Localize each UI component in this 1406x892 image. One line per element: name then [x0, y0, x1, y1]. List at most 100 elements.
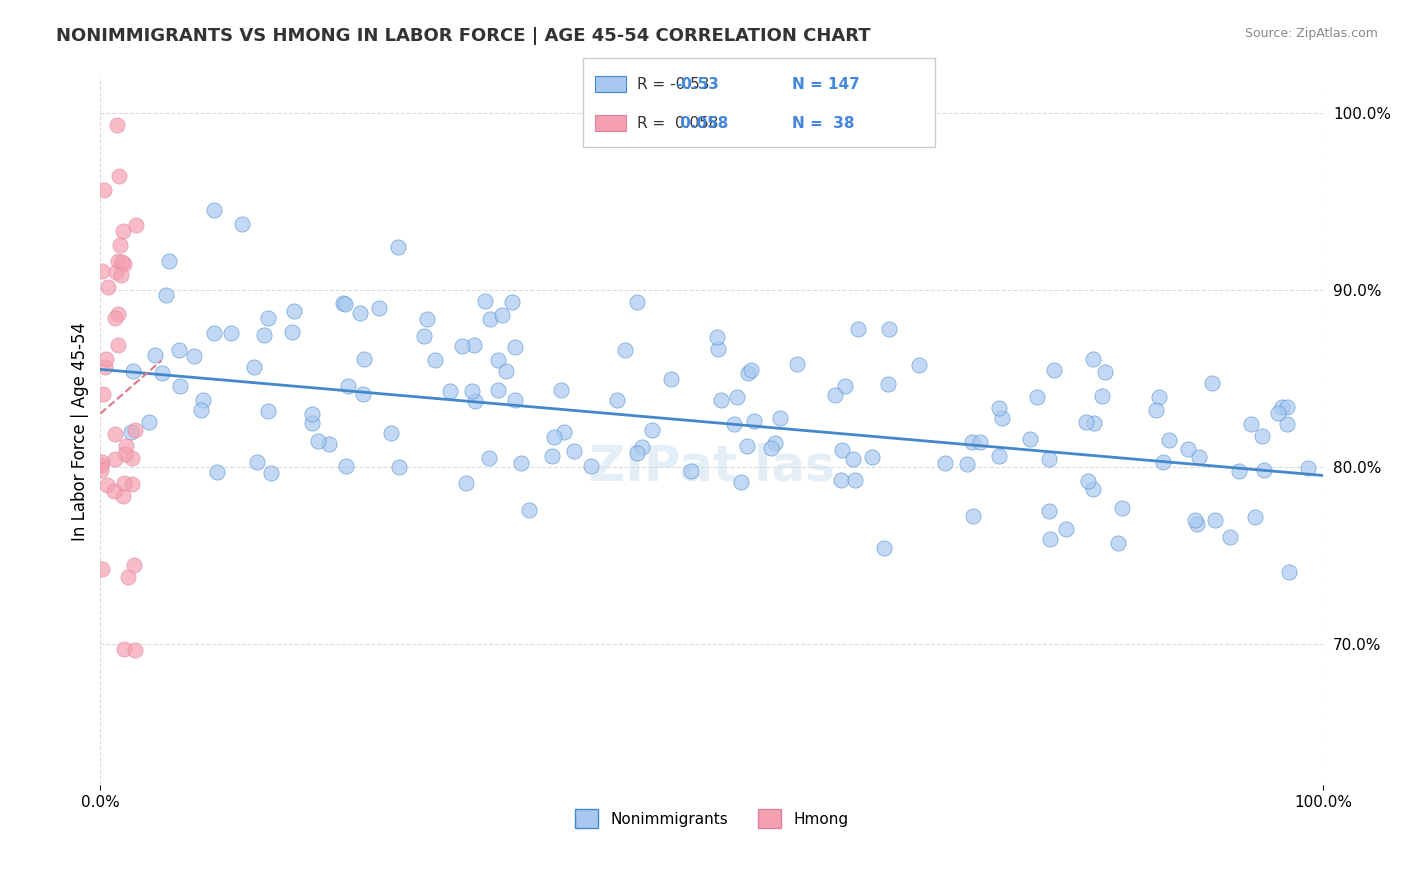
Point [90, 455, 112, 469]
Point [543, 430, 565, 444]
Point [956, 457, 979, 471]
Point [96, 280, 118, 294]
Point [124, 423, 146, 437]
Point [110, 238, 132, 252]
Point [478, 450, 501, 465]
Point [1188, 450, 1211, 464]
Point [877, 321, 900, 335]
Point [105, 118, 128, 132]
Point [988, 401, 1011, 416]
Point [423, 353, 446, 368]
Y-axis label: In Labor Force | Age 45-54: In Labor Force | Age 45-54 [72, 322, 89, 541]
Point [824, 387, 846, 401]
Point [415, 312, 437, 326]
Point [834, 379, 856, 393]
Point [117, 570, 139, 584]
Point [205, 466, 228, 480]
Point [1244, 510, 1267, 524]
Point [1152, 455, 1174, 469]
Point [1019, 432, 1042, 446]
Point [740, 363, 762, 377]
Point [1083, 482, 1105, 496]
Point [1251, 429, 1274, 443]
Point [641, 423, 664, 437]
Point [614, 343, 637, 357]
Point [115, 439, 138, 453]
Point [352, 387, 374, 401]
Point [579, 458, 602, 473]
Point [104, 310, 127, 325]
Point [1042, 363, 1064, 377]
Point [1077, 474, 1099, 488]
Text: R =  0.058: R = 0.058 [637, 117, 718, 131]
Point [710, 392, 733, 407]
Point [631, 440, 654, 454]
Point [661, 372, 683, 386]
Point [1240, 417, 1263, 431]
Text: 0.058: 0.058 [675, 117, 728, 131]
Point [562, 444, 585, 458]
Point [349, 306, 371, 320]
Point [842, 451, 865, 466]
Point [987, 449, 1010, 463]
Text: Source: ZipAtlas.com: Source: ZipAtlas.com [1244, 27, 1378, 40]
Point [1271, 401, 1294, 415]
Point [243, 359, 266, 374]
Text: ZIPat las: ZIPat las [589, 442, 835, 491]
Point [91, 387, 114, 401]
Point [122, 558, 145, 573]
Point [191, 393, 214, 408]
Point [503, 340, 526, 354]
Point [1147, 390, 1170, 404]
Point [503, 392, 526, 407]
Point [486, 383, 509, 397]
Point [387, 240, 409, 254]
Text: NONIMMIGRANTS VS HMONG IN LABOR FORCE | AGE 45-54 CORRELATION CHART: NONIMMIGRANTS VS HMONG IN LABOR FORCE | … [56, 27, 870, 45]
Point [353, 352, 375, 367]
Point [90, 458, 112, 472]
Point [120, 425, 142, 439]
Point [1054, 522, 1077, 536]
Point [231, 218, 253, 232]
Point [380, 426, 402, 441]
Point [723, 417, 745, 431]
Point [1081, 351, 1104, 366]
Point [91, 263, 114, 277]
Text: N =  38: N = 38 [792, 117, 853, 131]
Point [332, 296, 354, 310]
Point [830, 473, 852, 487]
Text: R = -0.53: R = -0.53 [637, 78, 710, 92]
Point [155, 287, 177, 301]
Point [725, 390, 748, 404]
Point [1275, 401, 1298, 415]
Point [606, 392, 628, 407]
Point [550, 383, 572, 397]
Point [124, 642, 146, 657]
Point [706, 330, 728, 344]
Point [107, 254, 129, 268]
Point [846, 322, 869, 336]
Point [742, 414, 765, 428]
Point [761, 442, 783, 456]
Point [105, 265, 128, 279]
Point [112, 475, 135, 490]
Point [501, 295, 523, 310]
Point [730, 475, 752, 489]
Point [908, 358, 931, 372]
Point [1083, 416, 1105, 430]
Point [1201, 376, 1223, 391]
Point [257, 311, 280, 326]
Point [1277, 417, 1299, 432]
Point [93, 183, 115, 197]
Point [169, 379, 191, 393]
Point [412, 329, 434, 343]
Point [96, 351, 118, 366]
Point [253, 328, 276, 343]
Point [246, 454, 269, 468]
Point [202, 202, 225, 217]
Point [991, 411, 1014, 425]
Point [368, 301, 391, 315]
Point [1025, 390, 1047, 404]
Point [763, 435, 786, 450]
Point [108, 169, 131, 183]
